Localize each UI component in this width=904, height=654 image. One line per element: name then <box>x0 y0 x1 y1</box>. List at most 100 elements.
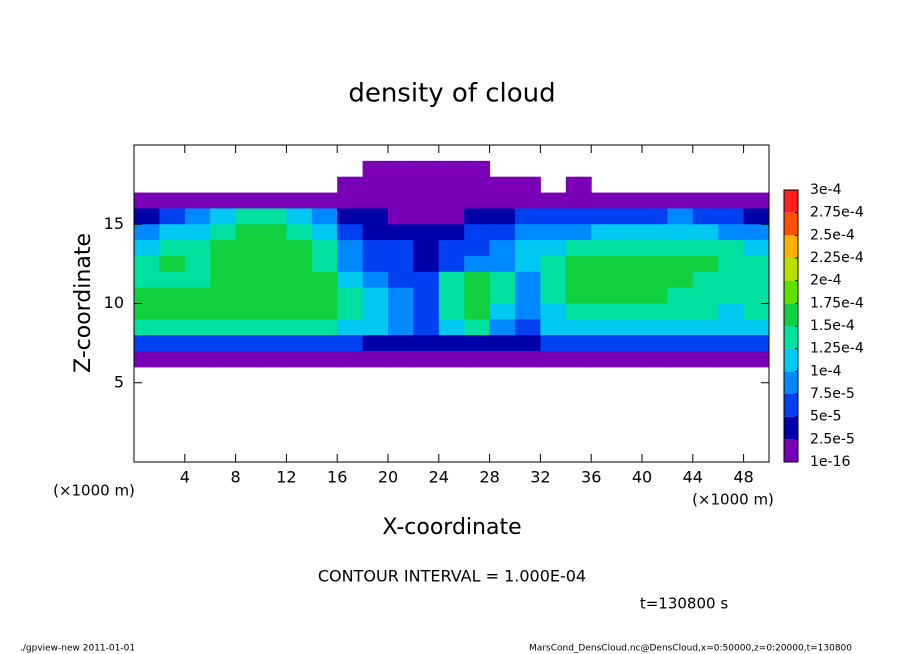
cell <box>184 287 211 304</box>
x-tick-label: 16 <box>327 468 347 487</box>
cell <box>692 351 719 368</box>
cell <box>311 303 338 320</box>
colorbar-band <box>784 348 798 372</box>
cell <box>616 303 643 320</box>
cell <box>718 335 745 352</box>
x-tick-label: 28 <box>479 468 499 487</box>
footer: MarsCond_DensCloud.nc@DensCloud,x=0:5000… <box>529 644 852 654</box>
cell <box>464 240 491 257</box>
cell <box>438 351 465 368</box>
cell <box>210 303 237 320</box>
cell <box>184 319 211 336</box>
cell <box>261 271 287 289</box>
x-tick-label: 36 <box>581 468 601 487</box>
cell <box>388 271 414 289</box>
cell <box>565 208 592 225</box>
cell <box>286 192 313 209</box>
cell <box>413 319 440 336</box>
cell <box>438 192 465 209</box>
cell <box>413 192 440 209</box>
colorbar-band <box>784 326 798 349</box>
cell <box>311 192 338 209</box>
cell <box>134 224 160 241</box>
cell <box>438 208 465 225</box>
cell <box>743 192 770 209</box>
cell <box>337 208 364 225</box>
cell <box>362 287 389 304</box>
cell <box>718 303 745 320</box>
cell <box>413 351 440 368</box>
cell <box>515 224 541 241</box>
cell <box>515 240 541 257</box>
colorbar-label: 2.75e-4 <box>810 205 864 221</box>
colorbar-label: 3e-4 <box>810 182 842 198</box>
cell <box>642 335 668 352</box>
chart-title: density of cloud <box>348 79 555 109</box>
cell <box>184 351 211 368</box>
cell <box>210 255 237 273</box>
cell <box>134 319 160 336</box>
cell <box>642 271 668 289</box>
colorbar-label: 1.75e-4 <box>810 295 864 311</box>
cell <box>743 255 770 273</box>
cell <box>616 271 643 289</box>
cell <box>540 255 567 273</box>
cell <box>565 351 592 368</box>
cell <box>388 240 414 257</box>
cell <box>667 208 694 225</box>
colorbar-label: 1e-4 <box>810 363 842 379</box>
cell <box>718 208 745 225</box>
cell <box>388 287 414 304</box>
colorbar-label: 1.5e-4 <box>810 318 855 334</box>
cell <box>159 319 186 336</box>
cell <box>159 192 186 209</box>
cell <box>438 255 465 273</box>
cell <box>464 319 491 336</box>
cell <box>692 240 719 257</box>
cell <box>565 255 592 273</box>
x-tick-label: 8 <box>231 468 241 487</box>
cell <box>718 351 745 368</box>
cell <box>159 240 186 257</box>
time-label: t=130800 s <box>640 595 728 613</box>
colorbar-band <box>784 371 798 394</box>
colorbar-band <box>784 394 798 417</box>
cell <box>184 335 211 352</box>
cell <box>413 224 440 241</box>
cell <box>210 351 237 368</box>
cell <box>134 240 160 257</box>
cell <box>159 351 186 368</box>
cell <box>540 271 567 289</box>
cell <box>362 240 389 257</box>
cell <box>413 271 440 289</box>
cell <box>261 351 287 368</box>
cell <box>616 224 643 241</box>
cell <box>286 224 313 241</box>
cell <box>743 240 770 257</box>
cell <box>489 351 516 368</box>
cell <box>515 192 541 209</box>
cell <box>667 287 694 304</box>
cell <box>464 271 491 289</box>
cell <box>515 287 541 304</box>
cell <box>438 224 465 241</box>
cell <box>261 240 287 257</box>
cell <box>337 319 364 336</box>
cell <box>362 160 389 178</box>
cell <box>159 303 186 320</box>
cell <box>362 303 389 320</box>
colorbar-label: 2.25e-4 <box>810 250 864 266</box>
cell <box>438 160 465 178</box>
x-tick-label: 48 <box>733 468 753 487</box>
cell <box>718 287 745 304</box>
colorbar-label: 2.5e-5 <box>810 431 855 447</box>
cell <box>591 351 618 368</box>
cell <box>210 192 237 209</box>
cell <box>692 303 719 320</box>
cell <box>134 208 160 225</box>
cell <box>489 319 516 336</box>
cell <box>489 335 516 352</box>
x-tick-label: 4 <box>180 468 190 487</box>
cell <box>616 192 643 209</box>
cell <box>413 176 440 194</box>
